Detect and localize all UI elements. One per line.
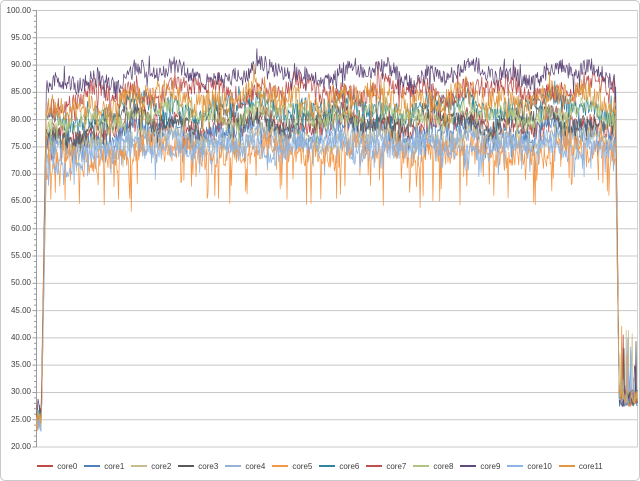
legend-line-swatch <box>413 465 430 467</box>
legend-line-swatch <box>366 465 383 467</box>
legend-item-core6: core6 <box>319 462 359 471</box>
legend-item-core11: core11 <box>558 461 603 471</box>
legend-line-swatch <box>272 465 289 467</box>
y-axis-tick-label: 50.00 <box>10 278 31 288</box>
legend-item-core4: core4 <box>225 462 265 471</box>
y-axis-tick-label: 45.00 <box>10 305 31 315</box>
y-axis-tick-label: 30.00 <box>10 387 31 397</box>
series-line-core3 <box>36 99 638 422</box>
y-axis-tick-label: 35.00 <box>10 360 31 370</box>
y-axis-tick-label: 20.00 <box>10 442 31 451</box>
series-line-core7 <box>36 61 638 420</box>
y-axis-tick-label: 75.00 <box>10 141 31 151</box>
y-axis-tick-label: 95.00 <box>10 32 31 42</box>
legend-label: core6 <box>339 461 360 471</box>
y-axis-tick-label: 90.00 <box>10 60 31 70</box>
series-line-core8 <box>36 89 638 426</box>
legend-item-core10: core10 <box>507 461 552 471</box>
legend-line-swatch <box>178 465 195 467</box>
legend-line-swatch <box>507 465 524 467</box>
y-axis-tick-label: 65.00 <box>10 196 31 206</box>
legend-line-swatch <box>37 465 54 467</box>
legend-line-swatch <box>319 465 336 467</box>
series-line-core9 <box>36 48 638 417</box>
series-line-core11 <box>36 63 638 426</box>
legend-item-core7: core7 <box>366 462 406 471</box>
y-axis-tick-label: 80.00 <box>10 114 31 124</box>
legend-item-core2: core2 <box>131 462 171 471</box>
y-axis-tick-label: 100.00 <box>6 5 31 15</box>
legend-label: core2 <box>151 461 172 471</box>
legend-label: core7 <box>386 461 407 471</box>
series-line-core5 <box>36 117 638 431</box>
legend-item-core8: core8 <box>413 462 453 471</box>
legend-label: core8 <box>433 461 454 471</box>
legend-line-swatch <box>84 465 101 467</box>
y-axis-tick-label: 70.00 <box>10 169 31 179</box>
legend-label: core3 <box>198 461 219 471</box>
legend-label: core5 <box>292 461 313 471</box>
y-axis-tick-label: 25.00 <box>10 414 31 424</box>
legend-label: core1 <box>104 461 125 471</box>
legend-label: core11 <box>578 461 603 471</box>
legend-line-swatch <box>558 465 575 467</box>
series-line-core0 <box>36 97 638 423</box>
y-axis-tick-label: 85.00 <box>10 87 31 97</box>
legend-item-core3: core3 <box>178 462 218 471</box>
y-axis-tick-label: 40.00 <box>10 332 31 342</box>
legend-label: core4 <box>245 461 266 471</box>
legend-item-core0: core0 <box>37 462 77 471</box>
legend-item-core1: core1 <box>84 462 124 471</box>
legend-line-swatch <box>131 465 148 467</box>
series-line-core10 <box>36 124 638 433</box>
legend: core0 core1 core2 core3 core4 core5 core6 core7… <box>1 457 639 475</box>
legend-label: core10 <box>527 461 552 471</box>
y-axis-tick-label: 60.00 <box>10 223 31 233</box>
legend-line-swatch <box>225 465 242 467</box>
legend-label: core0 <box>57 461 78 471</box>
legend-label: core9 <box>480 461 501 471</box>
legend-item-core9: core9 <box>460 462 500 471</box>
legend-line-swatch <box>460 465 477 467</box>
legend-item-core5: core5 <box>272 462 312 471</box>
y-axis-tick-label: 55.00 <box>10 251 31 261</box>
series-line-core2 <box>36 115 638 429</box>
